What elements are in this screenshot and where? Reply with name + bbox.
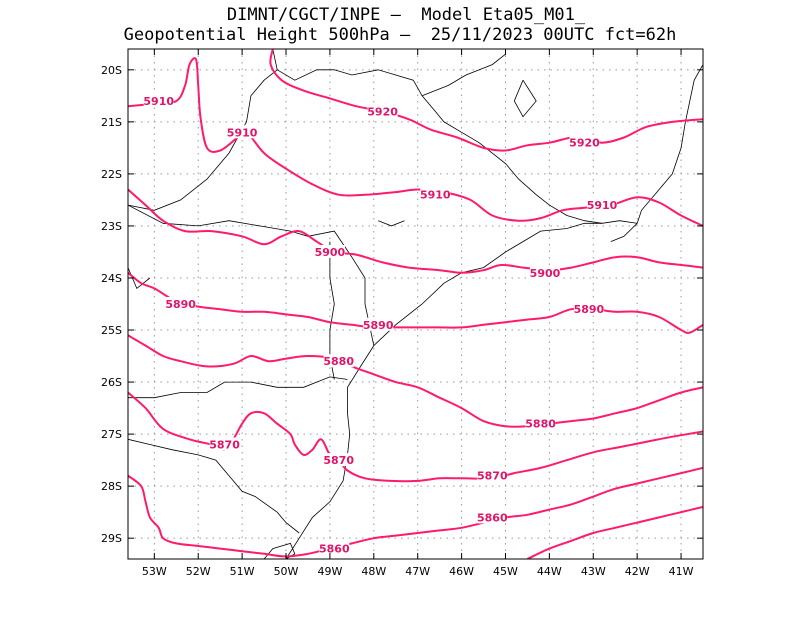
contour-label-bg [363,317,394,331]
contour-label: 5880 [525,418,556,431]
contour-label-bg [209,437,240,451]
contour-line [128,57,703,227]
coastline-segment [636,64,703,224]
lat-tick-label: 23S [101,220,122,233]
lon-tick-label: 49W [317,565,342,578]
contour-label: 5870 [209,439,240,452]
lat-tick-label: 21S [101,116,122,129]
contour-label-bg [323,453,354,467]
chart-title-line2: Geopotential Height 500hPa — 25/11/2023 … [123,25,677,45]
lat-tick-label: 28S [101,480,122,493]
lon-tick-label: 43W [581,565,606,578]
contour-label: 5890 [363,319,394,332]
lat-tick-label: 24S [101,272,122,285]
contour-label-bg [477,468,508,482]
contour-label-bg [573,302,604,316]
coastline-segment [272,49,638,224]
contour-line [526,506,703,559]
lon-tick-label: 51W [230,565,255,578]
plot-frame [127,48,704,560]
contour-line [128,391,703,483]
contour-line [269,49,703,152]
contour-label: 5880 [323,355,354,368]
lon-tick-label: 45W [493,565,518,578]
contour-layer [128,49,703,559]
lat-tick-label: 25S [101,324,122,337]
contour-label: 5900 [315,246,346,259]
coastline-segment [128,204,375,346]
lon-tick-label: 48W [361,565,386,578]
contour-label: 5860 [477,511,508,524]
contour-label: 5890 [165,298,196,311]
contour-label: 5910 [420,189,451,202]
lon-tick-label: 41W [669,565,694,578]
contour-label-bg [587,198,618,212]
contour-label-bg [529,265,560,279]
contour-label: 5910 [227,126,258,139]
contour-label-bg [525,416,556,430]
contour-label-bg [165,297,196,310]
lon-tick-label: 46W [449,565,474,578]
contour-label-bg [323,354,354,368]
coastline-segment [128,69,278,211]
contour-label-bg [319,541,350,555]
coastline-layer [128,49,703,559]
contour-label-bg [569,135,600,149]
lon-tick-label: 53W [142,565,167,578]
lon-tick-label: 52W [186,565,211,578]
contour-label-bg [314,244,345,258]
coastline-segment [373,222,602,346]
contour-label: 5910 [143,95,174,108]
coastline-segment [513,79,537,118]
contour-label-bg [143,94,174,108]
lat-tick-label: 27S [101,428,122,441]
lat-tick-label: 29S [101,532,122,545]
contour-line [128,466,703,558]
coastline-segment [421,53,506,97]
contour-label: 5920 [367,105,398,118]
coastline-segment [378,220,405,227]
contour-label-layer: 5920 5920 5910 5910 5910 5910 5900 5900 5890 5890… [143,94,618,556]
lon-tick-label: 44W [537,565,562,578]
contour-label: 5860 [319,543,350,556]
contour-label: 5910 [587,199,618,212]
lon-tick-label: 50W [274,565,299,578]
contour-label: 5900 [530,267,561,280]
coastline-segment [610,223,638,242]
lat-tick-label: 22S [101,168,122,181]
contour-label-bg [420,187,451,201]
lon-tick-label: 42W [625,565,650,578]
grid-lines [128,49,703,559]
contour-line [128,334,703,428]
contour-label-bg [227,125,258,139]
contour-label: 5870 [477,470,508,483]
contour-label-bg [367,104,398,118]
chart-title-line1: DIMNT/CGCT/INPE — Model Eta05_M01_ [226,5,586,25]
coastline-segment [128,438,300,534]
lat-tick-label: 26S [101,376,122,389]
latitude-axis: 20S 21S 22S 23S 24S 25S 26S 27S 28S 29S [101,64,703,545]
contour-label: 5890 [574,303,605,316]
longitude-axis: 53W 52W 51W 50W 49W 48W 47W 46W 45W 44W 43W 42W 41W [142,49,694,578]
lon-tick-label: 47W [405,565,430,578]
contour-line [128,272,703,334]
coastline-segment [128,376,348,399]
contour-line [128,188,703,274]
contour-label: 5920 [569,137,600,150]
contour-label-bg [477,510,508,524]
lat-tick-label: 20S [101,64,122,77]
contour-label: 5870 [323,454,354,467]
